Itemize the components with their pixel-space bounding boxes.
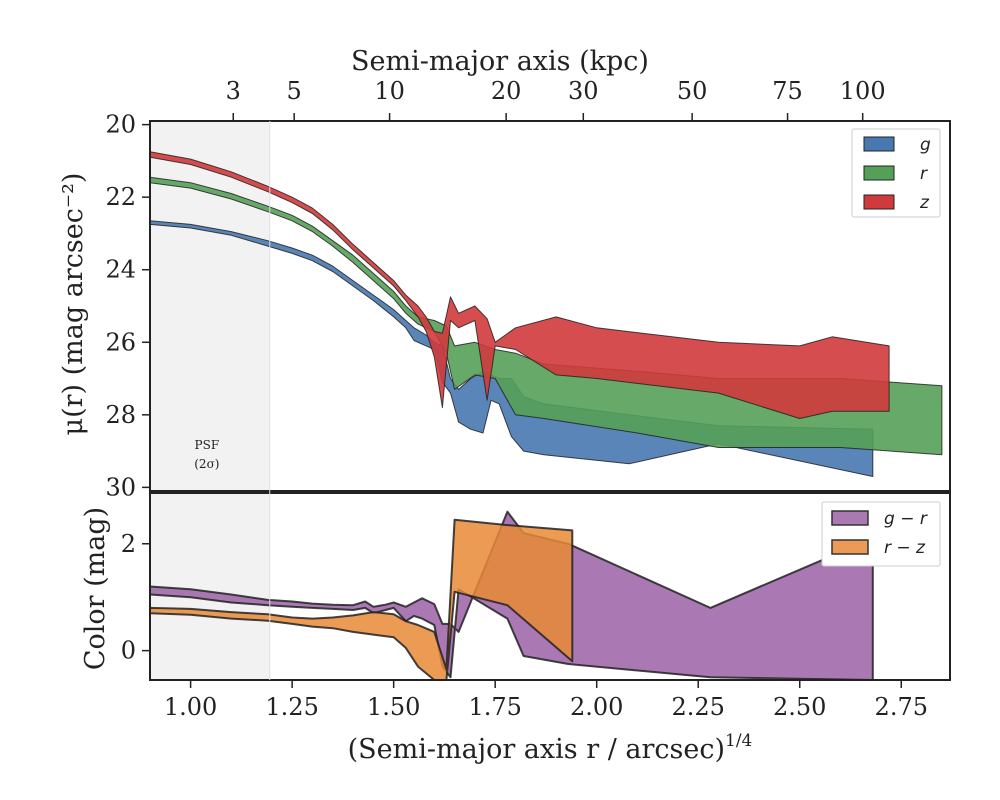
top-panel-series <box>149 151 943 477</box>
legend-swatch-g-r <box>831 510 869 526</box>
x-tick-label: 2.25 <box>672 693 725 721</box>
top-x-tick-label: 50 <box>677 77 708 105</box>
legend-swatch-r-z <box>831 539 869 555</box>
legend-label-g-r: g − r <box>884 509 928 529</box>
psf-region-bottom <box>150 493 270 680</box>
y-tick-label-top: 28 <box>105 401 136 429</box>
x-tick-label: 2.00 <box>570 693 623 721</box>
x-axis-title: (Semi-major axis r / arcsec)1/4 <box>348 731 753 765</box>
y-axis-title-bottom: Color (mag) <box>80 507 111 670</box>
legend-label-r-z: r − z <box>884 538 926 558</box>
top-x-tick-label: 100 <box>840 77 886 105</box>
y-tick-label-top: 20 <box>105 111 136 139</box>
x-axis-title-text: (Semi-major axis r / arcsec) <box>348 734 725 765</box>
top-x-tick-label: 20 <box>491 77 522 105</box>
top-x-tick-label: 5 <box>287 77 302 105</box>
legend-label-r: r <box>920 164 928 184</box>
legend-swatch-z <box>863 194 895 210</box>
top-axis-title: Semi-major axis (kpc) <box>351 46 649 77</box>
x-tick-label: 1.00 <box>164 693 217 721</box>
x-tick-label: 2.50 <box>773 693 826 721</box>
y-tick-label-bottom: 2 <box>121 530 136 558</box>
psf-region-top <box>150 121 270 491</box>
color-band-1 <box>149 518 574 681</box>
top-x-tick-label: 10 <box>374 77 405 105</box>
psf-label: PSF <box>195 438 220 452</box>
surface-brightness-band-0 <box>149 220 874 477</box>
x-tick-label: 1.50 <box>367 693 420 721</box>
top-x-tick-label: 30 <box>568 77 599 105</box>
top-x-tick-label: 75 <box>772 77 803 105</box>
legend-bottom: g − r r − z <box>821 501 941 567</box>
y-tick-label-top: 22 <box>105 183 136 211</box>
legend-swatch-r <box>863 165 895 181</box>
x-axis-title-exponent: 1/4 <box>725 731 752 751</box>
x-tick-label: 1.25 <box>265 693 318 721</box>
legend-label-g: g <box>920 135 931 155</box>
bottom-panel-frame <box>149 492 951 681</box>
legend-top: g r z <box>851 128 941 218</box>
surface-brightness-band-2 <box>149 151 890 419</box>
psf-label-sigma: (2σ) <box>194 457 219 471</box>
top-x-tick-label: 3 <box>226 77 241 105</box>
y-tick-label-top: 30 <box>105 473 136 501</box>
x-tick-label: 2.75 <box>875 693 928 721</box>
y-tick-label-top: 26 <box>105 328 136 356</box>
y-tick-label-bottom: 0 <box>121 637 136 665</box>
legend-label-z: z <box>919 193 930 213</box>
axes: 1.00 1.25 1.50 1.75 2.00 2.25 2.50 2.753 5 10 20 30… <box>105 77 951 721</box>
y-axis-title-top: μ(r) (mag arcsec⁻²) <box>58 173 89 436</box>
x-tick-label: 1.75 <box>468 693 521 721</box>
top-panel-frame <box>149 120 951 492</box>
y-tick-label-top: 24 <box>105 256 136 284</box>
legend-swatch-g <box>863 136 895 152</box>
